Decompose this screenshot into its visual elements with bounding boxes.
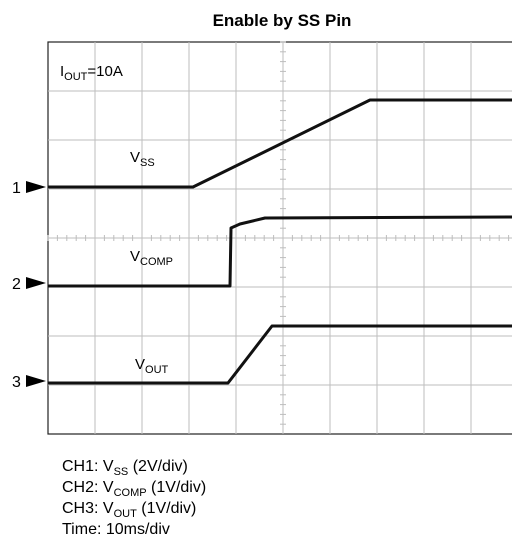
caption-line: CH1: VSS (2V/div) [62,458,188,478]
caption-sub: OUT [114,508,138,520]
annotation-rest: =10A [87,63,122,80]
trace-label-main: V [130,248,140,265]
caption-line: CH2: VCOMP (1V/div) [62,479,206,499]
channel-number: 1 [12,180,21,197]
caption-rest: (1V/div) [137,500,197,517]
annotation: IOUT=10A [60,63,123,83]
trace-label-main: V [135,356,145,373]
trace-label-sub: OUT [145,364,169,376]
trace-vcomp [48,215,512,288]
trace-vss [48,98,512,189]
annotation-sub: OUT [64,71,88,83]
caption-sub: SS [114,466,129,478]
trace-label: VOUT [135,356,169,376]
caption-line: Time: 10ms/div [62,521,170,538]
caption: CH1: VSS (2V/div) CH2: VCOMP (1V/div) CH… [62,458,206,538]
channel-arrow [26,277,46,289]
caption-rest: (1V/div) [147,479,207,496]
scope-screen [47,41,512,435]
caption-rest: (2V/div) [128,458,188,475]
trace-vout [48,324,512,385]
channel-arrow [26,375,46,387]
channel-number: 3 [12,374,21,391]
caption-sub: COMP [114,487,147,499]
caption-line: CH3: VOUT (1V/div) [62,500,196,520]
annotation-main: I [60,63,64,80]
channel-markers: 1 2 3 [12,180,46,391]
caption-main: CH2: V [62,479,114,496]
channel-arrow [26,181,46,193]
trace-label-sub: SS [140,157,155,169]
title: Enable by SS Pin [213,11,352,30]
grid [47,41,512,434]
trace-label-sub: COMP [140,256,173,268]
trace-label-main: V [130,149,140,166]
channel-number: 2 [12,276,21,293]
caption-main: CH1: V [62,458,114,475]
trace-label: VCOMP [130,248,173,268]
trace-label: VSS [130,149,155,169]
caption-main: CH3: V [62,500,114,517]
